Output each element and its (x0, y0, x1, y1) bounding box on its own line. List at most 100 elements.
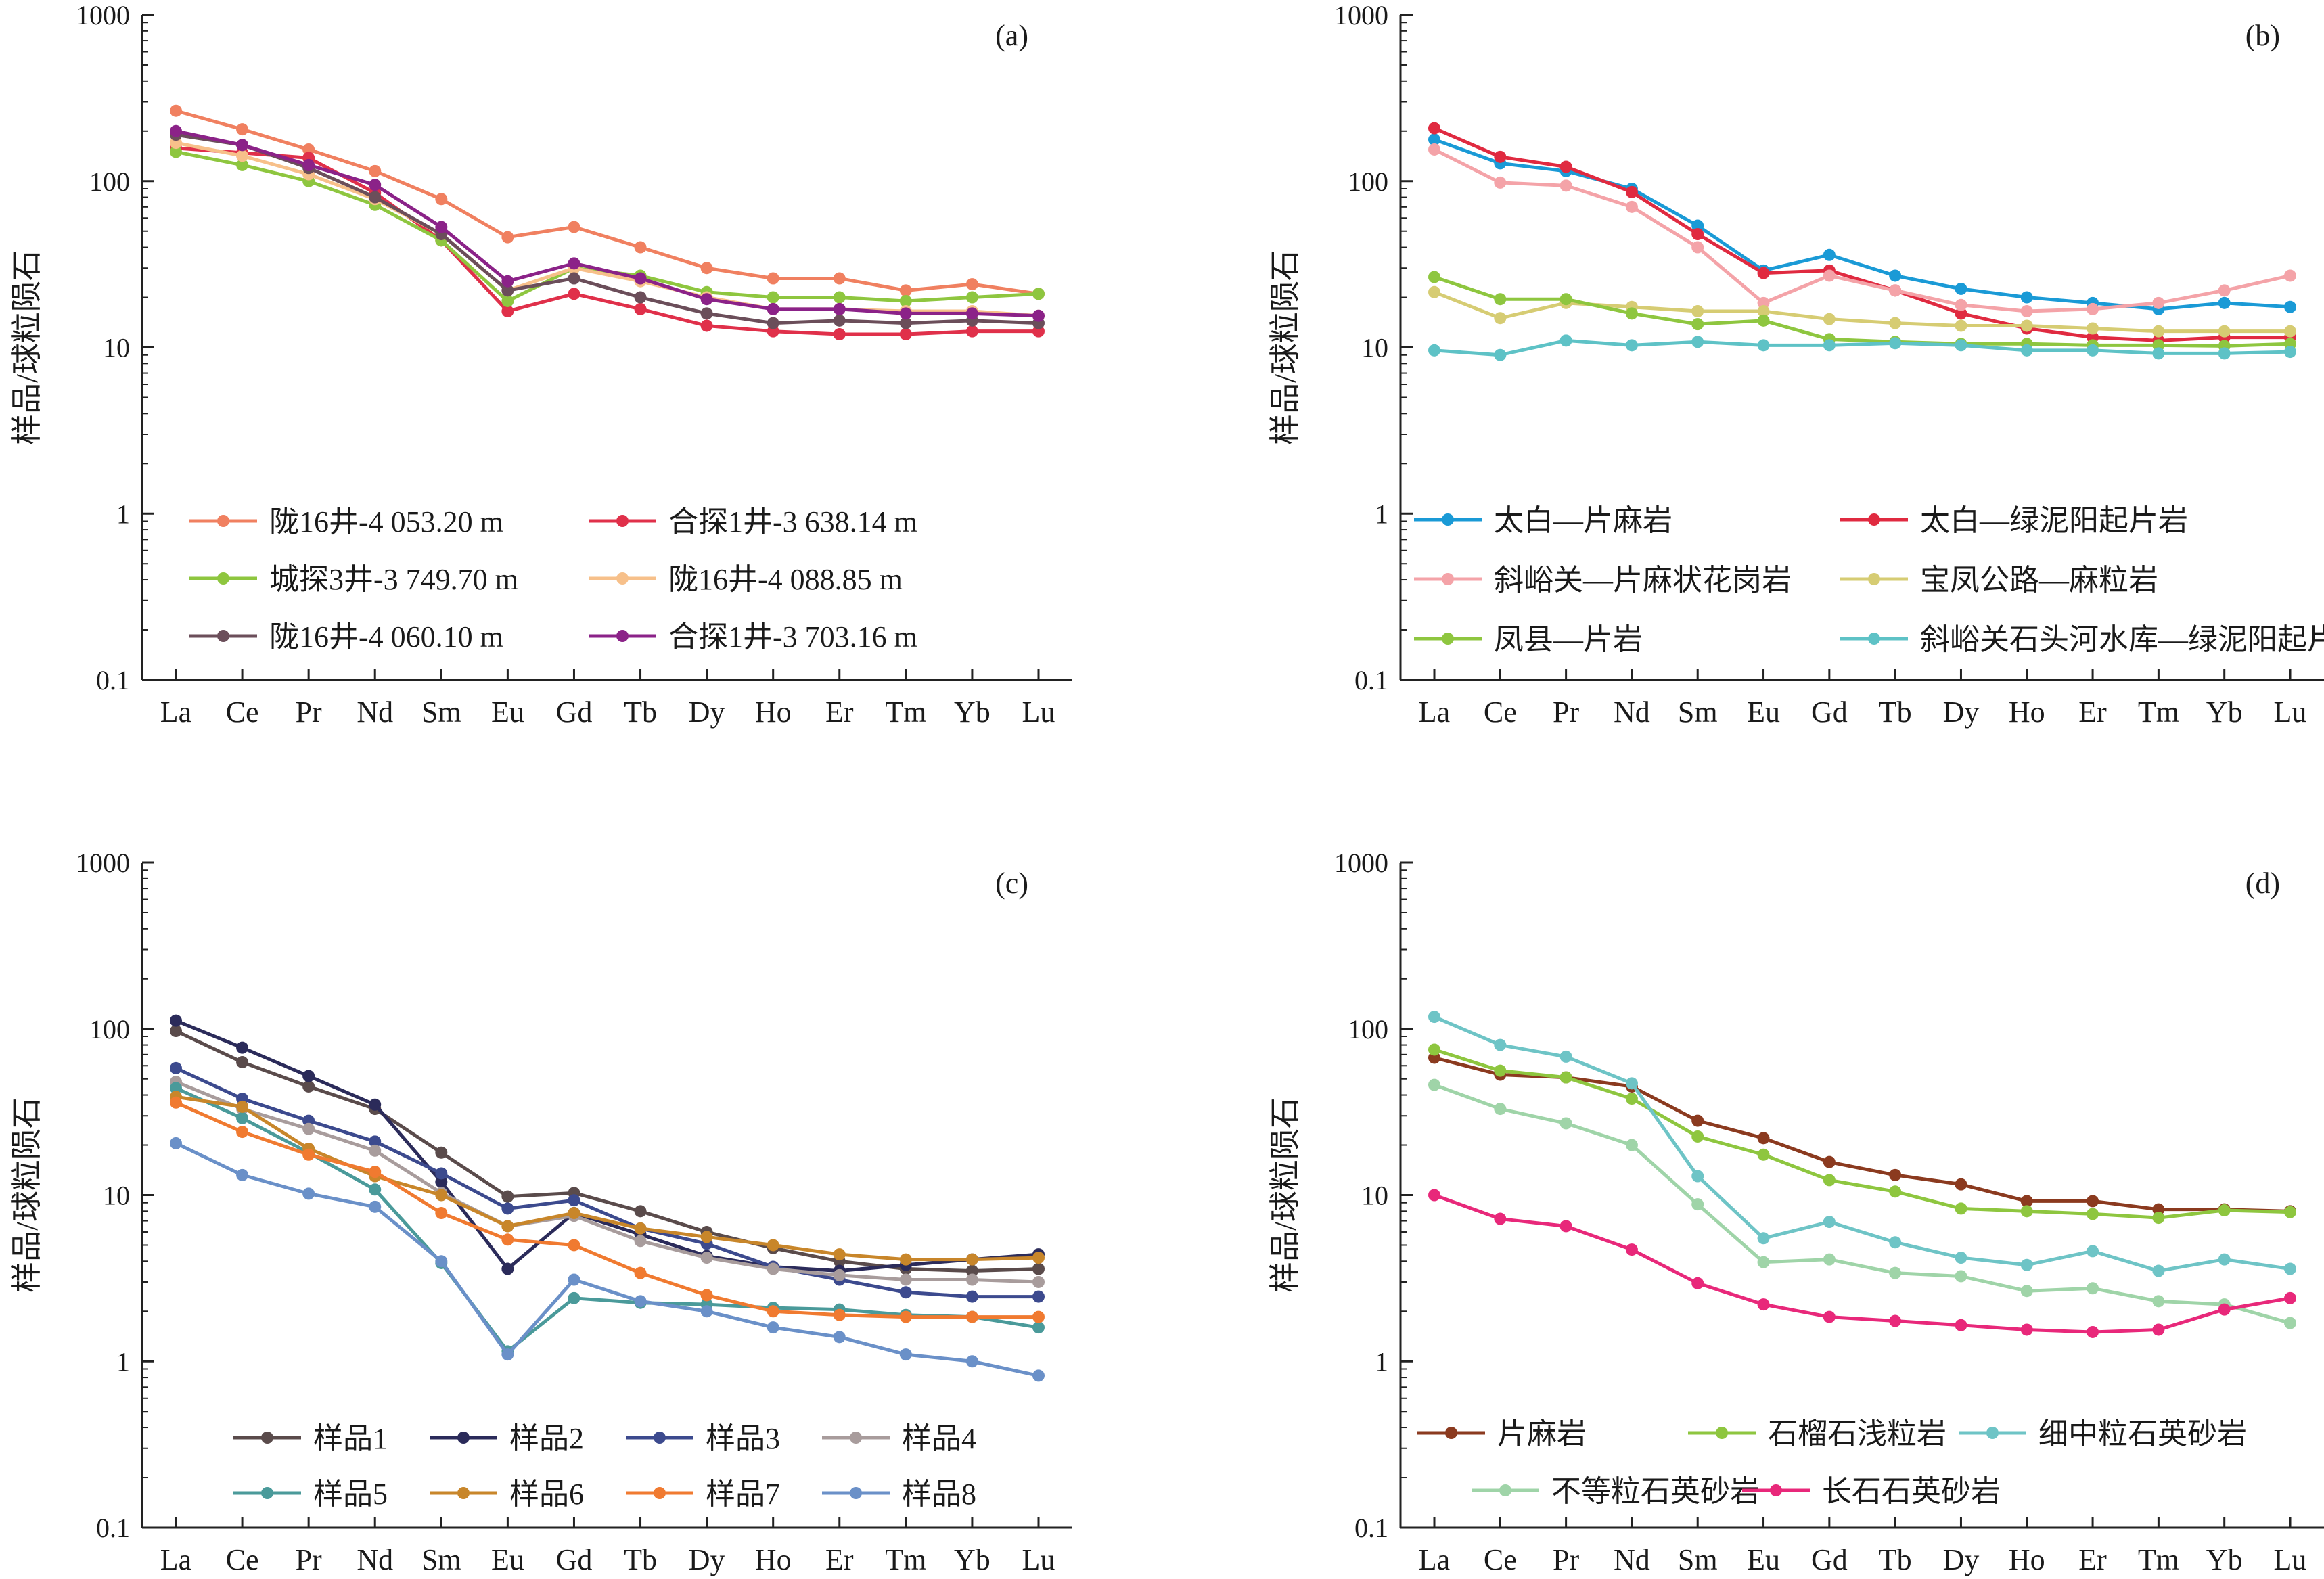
series-line (1434, 1083, 2291, 1325)
data-point (170, 145, 182, 158)
data-point (2218, 1204, 2231, 1216)
legend-label: 陇16井-4 060.10 m (269, 620, 503, 654)
data-point (767, 317, 779, 329)
data-point (634, 241, 647, 254)
x-tick-label: Yb (2206, 1543, 2243, 1576)
data-point (1889, 284, 1902, 297)
data-point (501, 305, 514, 318)
data-point (1559, 1071, 1572, 1084)
legend-item: 陇16井-4 060.10 m (189, 620, 503, 654)
data-point (2284, 1206, 2296, 1218)
data-point (1691, 219, 1704, 232)
data-point (1691, 318, 1704, 331)
series-1 (1428, 122, 2296, 347)
data-point (302, 1187, 315, 1200)
data-point (2020, 319, 2033, 332)
data-point (568, 1207, 580, 1220)
legend-label: 样品8 (902, 1478, 976, 1511)
data-point (1691, 1170, 1704, 1183)
data-point (1494, 312, 1507, 325)
data-point (170, 1061, 182, 1074)
data-point (700, 262, 713, 275)
data-point (2218, 284, 2231, 297)
data-point (435, 1255, 448, 1268)
series-line (1434, 1015, 2291, 1273)
data-point (1559, 1050, 1572, 1063)
data-point (1955, 339, 1967, 352)
y-tick-label: 0.1 (1354, 665, 1388, 695)
data-point (899, 284, 912, 297)
data-point (170, 1082, 182, 1095)
legend-item: 样品2 (430, 1422, 584, 1455)
legend-label: 样品3 (706, 1422, 780, 1455)
legend-swatch-marker (654, 1432, 666, 1444)
y-tick-label: 100 (89, 166, 130, 197)
data-point (1428, 143, 1440, 156)
data-point (1823, 1174, 1836, 1187)
data-point (1823, 269, 1836, 282)
data-point (634, 1266, 647, 1279)
data-point (1691, 336, 1704, 348)
data-point (700, 1305, 713, 1318)
x-tick-label: Lu (2274, 695, 2307, 729)
data-point (568, 288, 580, 300)
legend-label: 合探1井-3 638.14 m (668, 505, 917, 539)
x-tick-label: Tb (624, 1543, 657, 1576)
legend-label: 合探1井-3 703.16 m (668, 620, 917, 654)
data-point (634, 1295, 647, 1308)
legend-label: 长石石英砂岩 (1822, 1475, 2001, 1508)
data-point (2020, 1195, 2033, 1208)
legend-item: 细中粒石英砂岩 (1959, 1417, 2247, 1450)
data-point (2087, 1208, 2099, 1220)
data-point (1691, 1130, 1704, 1143)
data-point (1494, 1038, 1507, 1051)
data-point (236, 1112, 249, 1124)
data-point (2020, 1258, 2033, 1271)
series-line (175, 1019, 1039, 1273)
series-line (175, 1095, 1039, 1262)
x-tick-label: La (160, 1543, 191, 1576)
data-point (2284, 1317, 2296, 1329)
x-tick-label: Tb (624, 695, 657, 729)
x-tick-label: Yb (954, 1543, 990, 1576)
series-2 (170, 145, 1045, 307)
data-point (501, 284, 514, 297)
chart-panel-0: 1000 100 10 1 0.1 样品/球粒陨石 La Ce Pr Nd Sm Eu Gd Tb Dy Ho… (9, 0, 1072, 729)
y-axis-label: 样品/球粒陨石 (1268, 1097, 1302, 1293)
data-point (1889, 1236, 1902, 1249)
legend-swatch-marker (1442, 633, 1454, 645)
data-point (236, 1100, 249, 1113)
series-line (175, 133, 1039, 325)
data-point (965, 278, 978, 291)
data-point (965, 1273, 978, 1286)
y-tick-label: 1000 (1334, 0, 1388, 30)
data-point (899, 1310, 912, 1323)
legend-swatch-marker (616, 630, 629, 642)
data-point (1559, 179, 1572, 192)
series-line (1434, 275, 2291, 348)
data-point (568, 221, 580, 233)
data-point (833, 272, 846, 285)
legend-label: 样品1 (313, 1422, 388, 1455)
data-point (236, 1041, 249, 1054)
data-point (1625, 339, 1638, 352)
data-point (568, 1239, 580, 1252)
data-point (1757, 267, 1770, 279)
series-line (1434, 1056, 2291, 1213)
data-point (1559, 293, 1572, 306)
y-tick-label: 10 (1361, 333, 1388, 363)
x-tick-label: Nd (357, 695, 393, 729)
x-tick-label: Gd (1811, 1543, 1848, 1576)
data-point (1757, 1132, 1770, 1145)
legend-item: 样品4 (822, 1422, 976, 1455)
series-3 (1428, 285, 2296, 338)
legend-swatch-marker (616, 515, 629, 527)
data-point (634, 1235, 647, 1248)
data-point (501, 1202, 514, 1215)
data-point (369, 1098, 382, 1111)
x-tick-label: Sm (421, 1543, 461, 1576)
data-point (1955, 282, 1967, 295)
legend-swatch-marker (1445, 1427, 1457, 1439)
